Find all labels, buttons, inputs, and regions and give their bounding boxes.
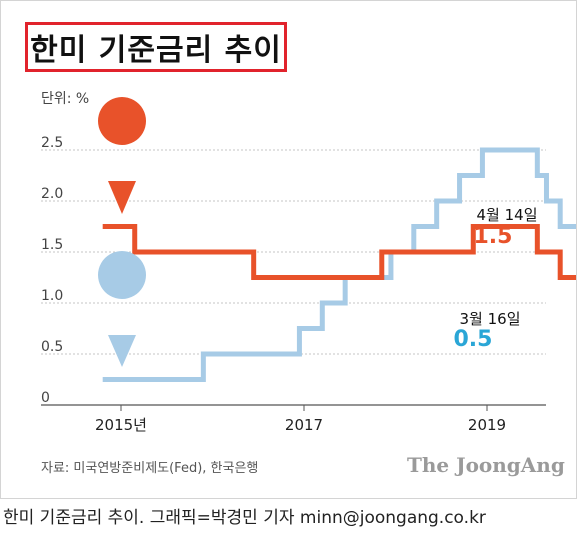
- us-pin-icon: 미국: [98, 251, 147, 367]
- y-tick-label: 1.0: [41, 288, 63, 304]
- series-lines: [102, 147, 576, 382]
- brand-logo: The JoongAng: [407, 453, 565, 477]
- us-series-line: [102, 147, 576, 382]
- x-tick-label: 2019: [468, 416, 506, 434]
- us-value-label: 0.5: [454, 327, 493, 352]
- x-tick-label: 2015년: [95, 416, 147, 434]
- chart-title: 한미 기준금리 추이: [30, 33, 282, 68]
- korea-value-label: 1.5: [474, 224, 513, 249]
- korea-pin-icon: 한국: [98, 96, 147, 214]
- chart-card: 한미 기준금리 추이 단위: % 0 0.5 1.0 1.5 2.0 2.5 2015년 2…: [0, 0, 577, 499]
- x-tick-label: 2017: [285, 416, 323, 434]
- korea-series-line: [102, 224, 576, 280]
- y-tick-label: 0: [41, 390, 50, 406]
- us-pin-label: 미국: [106, 317, 138, 337]
- y-tick-label: 2.0: [41, 186, 63, 202]
- y-tick-labels: 0 0.5 1.0 1.5 2.0 2.5: [41, 135, 63, 406]
- us-date-label: 3월 16일: [460, 310, 521, 328]
- y-tick-label: 0.5: [41, 339, 63, 355]
- unit-label: 단위: %: [41, 91, 90, 107]
- source-note: 자료: 미국연방준비제도(Fed), 한국은행: [41, 461, 259, 476]
- korea-date-label: 4월 14일: [477, 206, 538, 224]
- image-caption: 한미 기준금리 추이. 그래픽=박경민 기자 minn@joongang.co.…: [3, 508, 486, 528]
- chart-title-box: 한미 기준금리 추이: [25, 22, 287, 72]
- rate-chart: 00.51.01.52.02.5 2015년2017201920212022 한…: [41, 96, 576, 434]
- korea-pin-label: 한국: [106, 163, 138, 183]
- y-tick-label: 1.5: [41, 237, 63, 253]
- y-tick-label: 2.5: [41, 135, 63, 151]
- x-tick-labels: 2015년2017201920212022: [95, 405, 506, 434]
